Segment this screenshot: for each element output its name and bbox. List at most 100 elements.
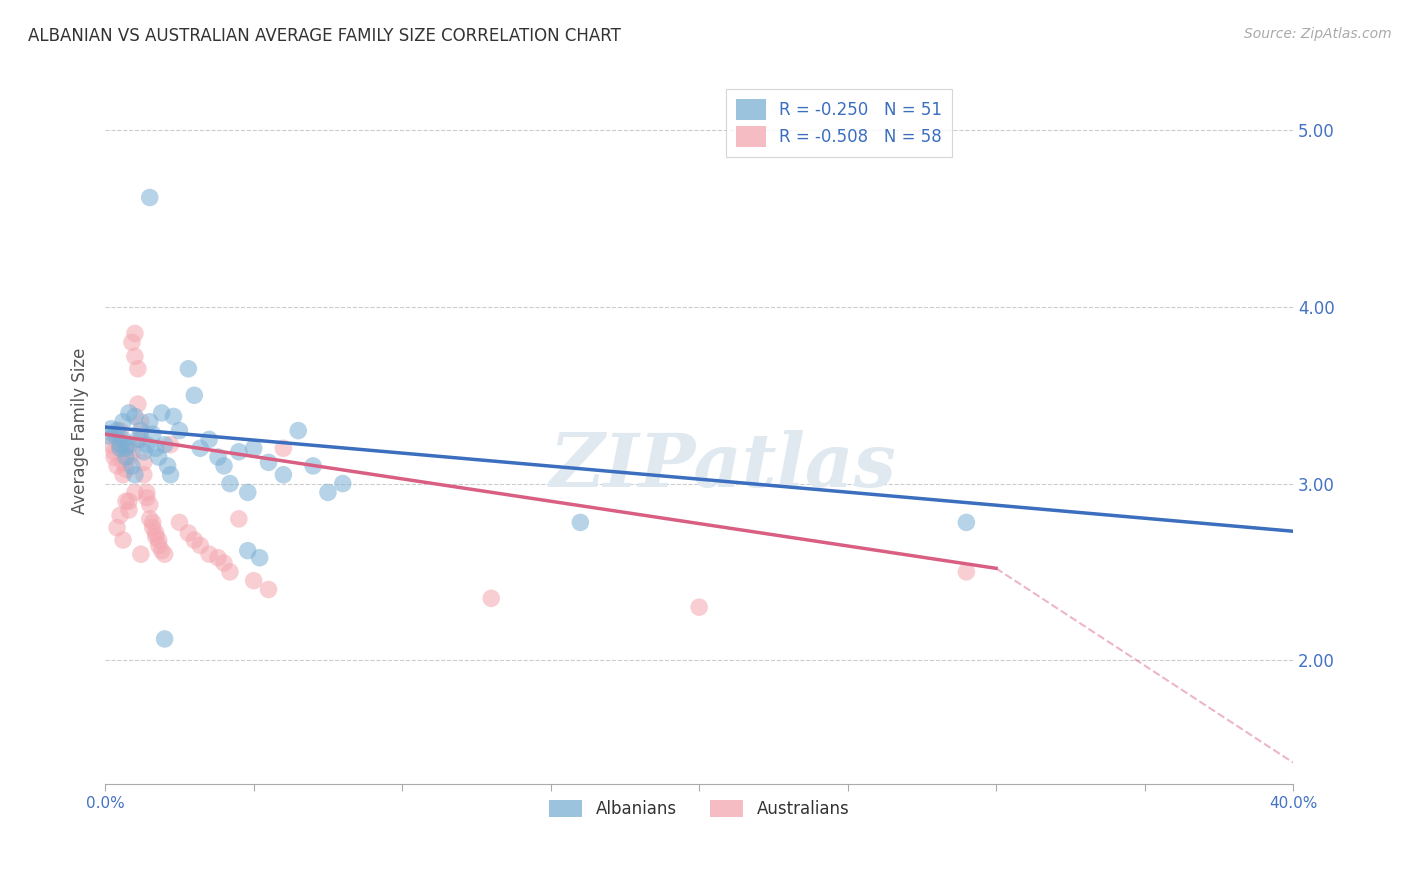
Point bbox=[249, 550, 271, 565]
Point bbox=[129, 547, 152, 561]
Point bbox=[103, 444, 125, 458]
Point bbox=[153, 632, 176, 646]
Point bbox=[153, 438, 176, 452]
Point bbox=[132, 444, 155, 458]
Point bbox=[100, 438, 122, 452]
Point bbox=[115, 438, 138, 452]
Point bbox=[302, 458, 325, 473]
Point bbox=[121, 335, 143, 350]
Point bbox=[121, 458, 143, 473]
Point bbox=[139, 498, 162, 512]
Point bbox=[150, 543, 173, 558]
Point bbox=[212, 556, 235, 570]
Point bbox=[145, 442, 167, 456]
Point bbox=[112, 433, 135, 447]
Point bbox=[207, 550, 229, 565]
Point bbox=[212, 458, 235, 473]
Point bbox=[108, 442, 131, 456]
Point bbox=[148, 450, 170, 464]
Point bbox=[118, 438, 141, 452]
Point bbox=[135, 491, 157, 505]
Point bbox=[115, 442, 138, 456]
Point bbox=[479, 591, 502, 606]
Point bbox=[159, 467, 181, 482]
Point bbox=[242, 442, 264, 456]
Point bbox=[124, 409, 146, 424]
Text: Source: ZipAtlas.com: Source: ZipAtlas.com bbox=[1244, 27, 1392, 41]
Point bbox=[332, 476, 354, 491]
Point bbox=[198, 433, 221, 447]
Point bbox=[105, 433, 128, 447]
Point bbox=[105, 458, 128, 473]
Point bbox=[118, 450, 141, 464]
Text: ZIPatlas: ZIPatlas bbox=[550, 430, 896, 502]
Point bbox=[236, 543, 259, 558]
Point bbox=[112, 415, 135, 429]
Point bbox=[112, 455, 135, 469]
Legend: Albanians, Australians: Albanians, Australians bbox=[543, 793, 856, 825]
Point bbox=[112, 533, 135, 547]
Point bbox=[148, 538, 170, 552]
Point bbox=[108, 424, 131, 438]
Point bbox=[139, 415, 162, 429]
Point bbox=[118, 406, 141, 420]
Point bbox=[198, 547, 221, 561]
Point bbox=[112, 467, 135, 482]
Point bbox=[108, 442, 131, 456]
Point bbox=[228, 512, 250, 526]
Point bbox=[115, 494, 138, 508]
Point bbox=[124, 350, 146, 364]
Point bbox=[108, 438, 131, 452]
Point bbox=[127, 433, 149, 447]
Point bbox=[955, 516, 977, 530]
Point bbox=[135, 438, 157, 452]
Point bbox=[142, 427, 165, 442]
Point bbox=[219, 476, 242, 491]
Point bbox=[105, 521, 128, 535]
Point bbox=[169, 516, 191, 530]
Point bbox=[118, 503, 141, 517]
Point bbox=[177, 361, 200, 376]
Point bbox=[955, 565, 977, 579]
Text: ALBANIAN VS AUSTRALIAN AVERAGE FAMILY SIZE CORRELATION CHART: ALBANIAN VS AUSTRALIAN AVERAGE FAMILY SI… bbox=[28, 27, 621, 45]
Point bbox=[103, 450, 125, 464]
Point bbox=[118, 494, 141, 508]
Point bbox=[145, 529, 167, 543]
Point bbox=[129, 433, 152, 447]
Point bbox=[127, 397, 149, 411]
Point bbox=[132, 455, 155, 469]
Point bbox=[135, 485, 157, 500]
Point bbox=[219, 565, 242, 579]
Point bbox=[124, 485, 146, 500]
Point bbox=[105, 424, 128, 438]
Point bbox=[132, 467, 155, 482]
Point bbox=[150, 406, 173, 420]
Point bbox=[115, 450, 138, 464]
Point bbox=[127, 361, 149, 376]
Point bbox=[153, 547, 176, 561]
Point bbox=[169, 424, 191, 438]
Point bbox=[287, 424, 309, 438]
Point bbox=[162, 409, 184, 424]
Point bbox=[145, 526, 167, 541]
Point bbox=[257, 582, 280, 597]
Point bbox=[207, 450, 229, 464]
Point bbox=[188, 442, 211, 456]
Point bbox=[159, 438, 181, 452]
Point bbox=[124, 326, 146, 341]
Point bbox=[129, 424, 152, 438]
Point bbox=[129, 415, 152, 429]
Point bbox=[124, 467, 146, 482]
Point bbox=[100, 422, 122, 436]
Point bbox=[316, 485, 339, 500]
Point bbox=[183, 388, 205, 402]
Point bbox=[688, 600, 710, 615]
Point bbox=[257, 455, 280, 469]
Point bbox=[97, 429, 120, 443]
Point bbox=[188, 538, 211, 552]
Point bbox=[242, 574, 264, 588]
Y-axis label: Average Family Size: Average Family Size bbox=[72, 347, 89, 514]
Point bbox=[142, 516, 165, 530]
Point bbox=[148, 533, 170, 547]
Point bbox=[273, 467, 295, 482]
